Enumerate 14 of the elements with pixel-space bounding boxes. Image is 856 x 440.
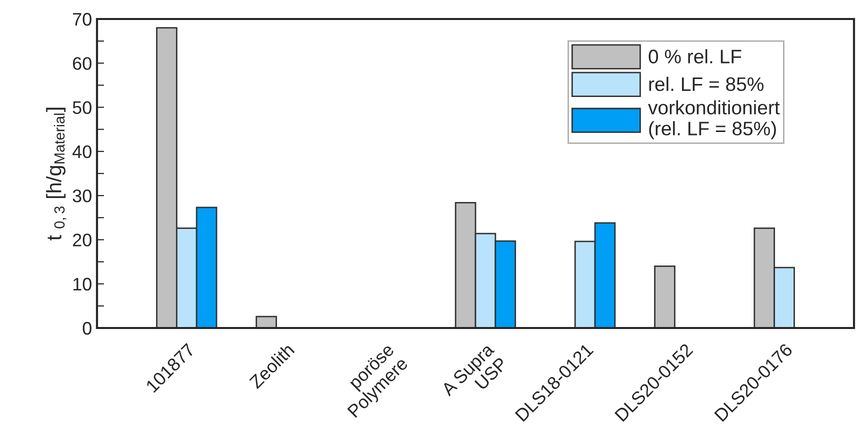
y-tick-label: 10 — [73, 278, 92, 291]
y-tick-label: 50 — [72, 101, 92, 114]
y-tick-label: 60 — [72, 57, 92, 70]
legend-label: 0 % rel. LF — [648, 49, 742, 64]
y-axis-title: t $_{0,3}$ [h/g$_{Material}$] — [46, 108, 66, 240]
legend-label: rel. LF = 85% — [649, 76, 764, 92]
y-tick-label: 0 — [82, 322, 92, 335]
bar — [654, 266, 676, 328]
y-tick-label: 70 — [72, 12, 92, 26]
legend-label: vorkonditioniert (rel. LF = 85%) — [648, 100, 780, 140]
y-tick-label: 40 — [72, 145, 92, 158]
y-tick-label: 20 — [72, 234, 92, 246]
y-tick-label: 30 — [72, 190, 92, 202]
bar — [256, 316, 277, 328]
